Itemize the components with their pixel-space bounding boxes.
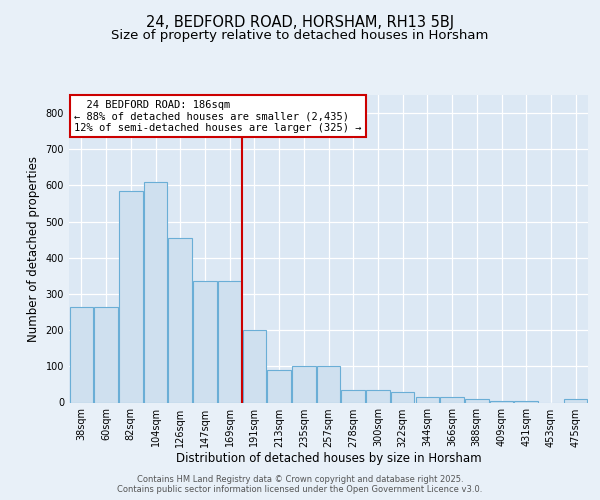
Text: 24 BEDFORD ROAD: 186sqm
← 88% of detached houses are smaller (2,435)
12% of semi: 24 BEDFORD ROAD: 186sqm ← 88% of detache… <box>74 100 362 133</box>
Text: 24, BEDFORD ROAD, HORSHAM, RH13 5BJ: 24, BEDFORD ROAD, HORSHAM, RH13 5BJ <box>146 15 454 30</box>
Bar <box>391 392 415 402</box>
Bar <box>292 366 316 402</box>
Bar <box>193 282 217 403</box>
Bar <box>366 390 389 402</box>
Bar <box>490 400 513 402</box>
Bar <box>514 400 538 402</box>
Bar <box>564 399 587 402</box>
Y-axis label: Number of detached properties: Number of detached properties <box>27 156 40 342</box>
Bar <box>242 330 266 402</box>
Bar <box>268 370 291 402</box>
Bar <box>317 366 340 402</box>
Text: Size of property relative to detached houses in Horsham: Size of property relative to detached ho… <box>112 29 488 42</box>
Bar <box>341 390 365 402</box>
Bar <box>144 182 167 402</box>
Text: Contains HM Land Registry data © Crown copyright and database right 2025.
Contai: Contains HM Land Registry data © Crown c… <box>118 474 482 494</box>
Bar <box>70 306 93 402</box>
Bar <box>218 282 241 403</box>
Bar <box>465 399 488 402</box>
Bar <box>119 191 143 402</box>
Bar <box>94 306 118 402</box>
Bar <box>440 397 464 402</box>
X-axis label: Distribution of detached houses by size in Horsham: Distribution of detached houses by size … <box>176 452 481 466</box>
Bar <box>169 238 192 402</box>
Bar <box>416 397 439 402</box>
